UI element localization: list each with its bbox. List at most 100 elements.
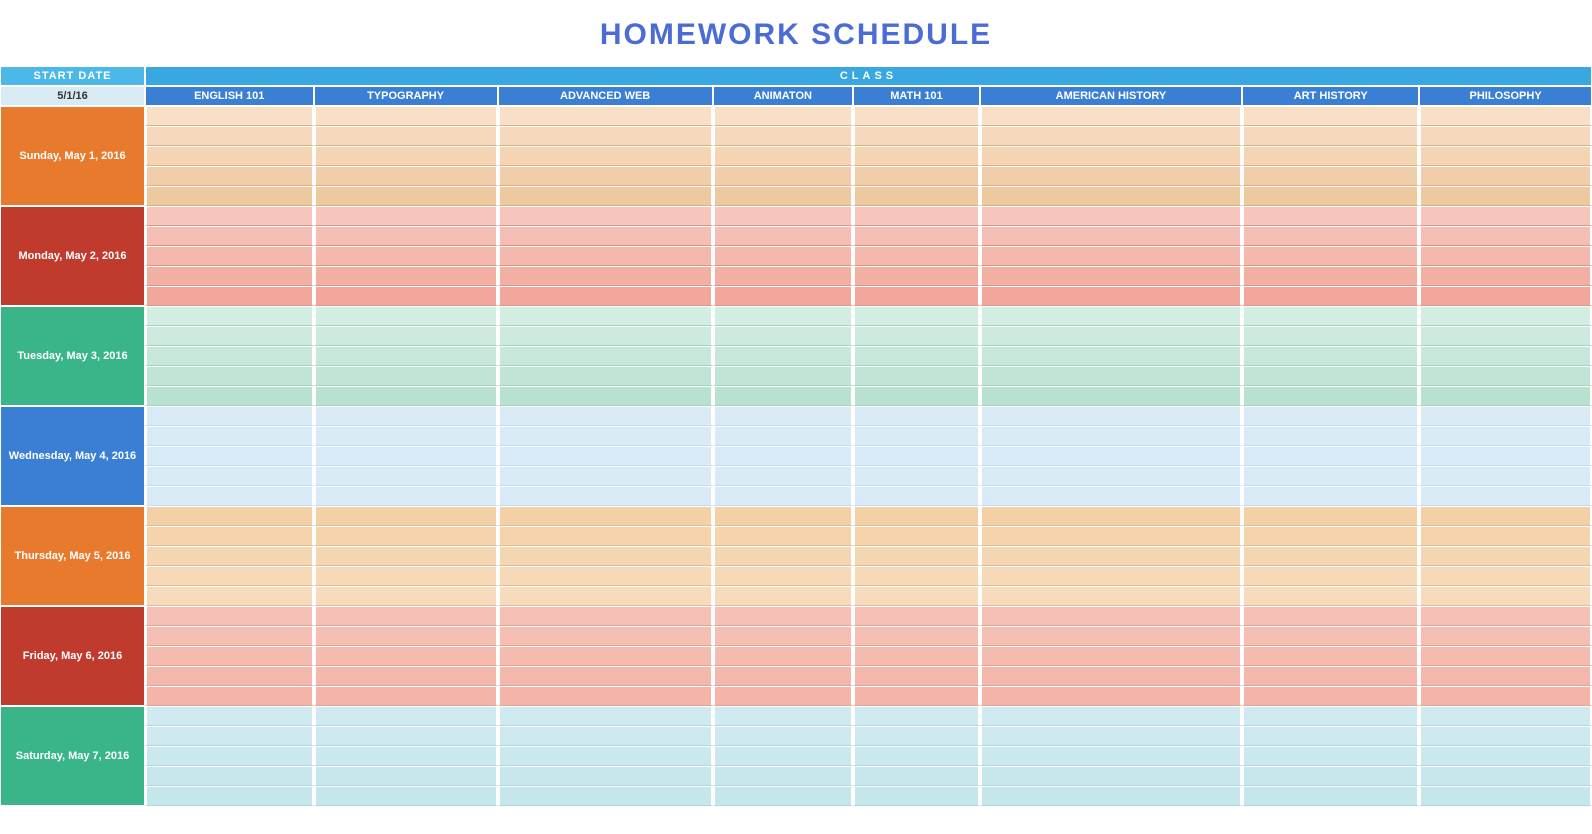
schedule-cell[interactable] [1242,466,1419,486]
schedule-cell[interactable] [314,686,498,706]
schedule-cell[interactable] [314,306,498,326]
schedule-cell[interactable] [980,226,1242,246]
schedule-cell[interactable] [980,586,1242,606]
schedule-cell[interactable] [853,786,980,806]
schedule-cell[interactable] [853,526,980,546]
schedule-cell[interactable] [713,466,853,486]
schedule-cell[interactable] [1242,626,1419,646]
schedule-cell[interactable] [498,686,713,706]
schedule-cell[interactable] [1419,726,1592,746]
schedule-cell[interactable] [145,386,314,406]
schedule-cell[interactable] [853,686,980,706]
schedule-cell[interactable] [1242,126,1419,146]
schedule-cell[interactable] [498,746,713,766]
schedule-cell[interactable] [498,446,713,466]
schedule-cell[interactable] [498,406,713,426]
schedule-cell[interactable] [498,266,713,286]
schedule-cell[interactable] [1419,206,1592,226]
schedule-cell[interactable] [314,206,498,226]
schedule-cell[interactable] [498,186,713,206]
schedule-cell[interactable] [498,706,713,726]
schedule-cell[interactable] [713,186,853,206]
schedule-cell[interactable] [1242,406,1419,426]
schedule-cell[interactable] [1242,526,1419,546]
schedule-cell[interactable] [1242,246,1419,266]
schedule-cell[interactable] [1419,626,1592,646]
schedule-cell[interactable] [713,346,853,366]
schedule-cell[interactable] [853,186,980,206]
schedule-cell[interactable] [145,626,314,646]
schedule-cell[interactable] [498,206,713,226]
schedule-cell[interactable] [980,666,1242,686]
schedule-cell[interactable] [853,286,980,306]
schedule-cell[interactable] [498,166,713,186]
schedule-cell[interactable] [314,526,498,546]
schedule-cell[interactable] [853,746,980,766]
schedule-cell[interactable] [713,446,853,466]
schedule-cell[interactable] [314,286,498,306]
schedule-cell[interactable] [1242,446,1419,466]
schedule-cell[interactable] [314,666,498,686]
schedule-cell[interactable] [1419,786,1592,806]
schedule-cell[interactable] [980,626,1242,646]
schedule-cell[interactable] [314,726,498,746]
schedule-cell[interactable] [1419,106,1592,126]
schedule-cell[interactable] [498,786,713,806]
schedule-cell[interactable] [1419,306,1592,326]
schedule-cell[interactable] [980,546,1242,566]
schedule-cell[interactable] [314,586,498,606]
schedule-cell[interactable] [853,386,980,406]
schedule-cell[interactable] [1242,166,1419,186]
schedule-cell[interactable] [713,106,853,126]
schedule-cell[interactable] [498,606,713,626]
schedule-cell[interactable] [713,706,853,726]
schedule-cell[interactable] [145,306,314,326]
schedule-cell[interactable] [314,106,498,126]
schedule-cell[interactable] [980,126,1242,146]
schedule-cell[interactable] [980,306,1242,326]
schedule-cell[interactable] [145,646,314,666]
schedule-cell[interactable] [145,206,314,226]
schedule-cell[interactable] [1419,566,1592,586]
schedule-cell[interactable] [1242,666,1419,686]
schedule-cell[interactable] [498,526,713,546]
schedule-cell[interactable] [145,766,314,786]
schedule-cell[interactable] [498,366,713,386]
schedule-cell[interactable] [980,146,1242,166]
schedule-cell[interactable] [980,726,1242,746]
schedule-cell[interactable] [713,386,853,406]
schedule-cell[interactable] [980,206,1242,226]
schedule-cell[interactable] [1419,486,1592,506]
schedule-cell[interactable] [853,586,980,606]
schedule-cell[interactable] [853,666,980,686]
schedule-cell[interactable] [1242,746,1419,766]
schedule-cell[interactable] [853,606,980,626]
schedule-cell[interactable] [145,106,314,126]
schedule-cell[interactable] [713,266,853,286]
schedule-cell[interactable] [498,726,713,746]
schedule-cell[interactable] [853,766,980,786]
schedule-cell[interactable] [314,606,498,626]
schedule-cell[interactable] [1242,726,1419,746]
schedule-cell[interactable] [314,626,498,646]
schedule-cell[interactable] [713,586,853,606]
schedule-cell[interactable] [853,546,980,566]
schedule-cell[interactable] [314,346,498,366]
schedule-cell[interactable] [1242,506,1419,526]
schedule-cell[interactable] [145,546,314,566]
schedule-cell[interactable] [145,406,314,426]
schedule-cell[interactable] [1242,386,1419,406]
schedule-cell[interactable] [713,226,853,246]
schedule-cell[interactable] [314,566,498,586]
schedule-cell[interactable] [980,646,1242,666]
schedule-cell[interactable] [980,286,1242,306]
schedule-cell[interactable] [853,146,980,166]
schedule-cell[interactable] [1242,266,1419,286]
schedule-cell[interactable] [145,226,314,246]
schedule-cell[interactable] [145,186,314,206]
schedule-cell[interactable] [498,146,713,166]
schedule-cell[interactable] [314,706,498,726]
schedule-cell[interactable] [314,186,498,206]
schedule-cell[interactable] [145,246,314,266]
schedule-cell[interactable] [314,406,498,426]
